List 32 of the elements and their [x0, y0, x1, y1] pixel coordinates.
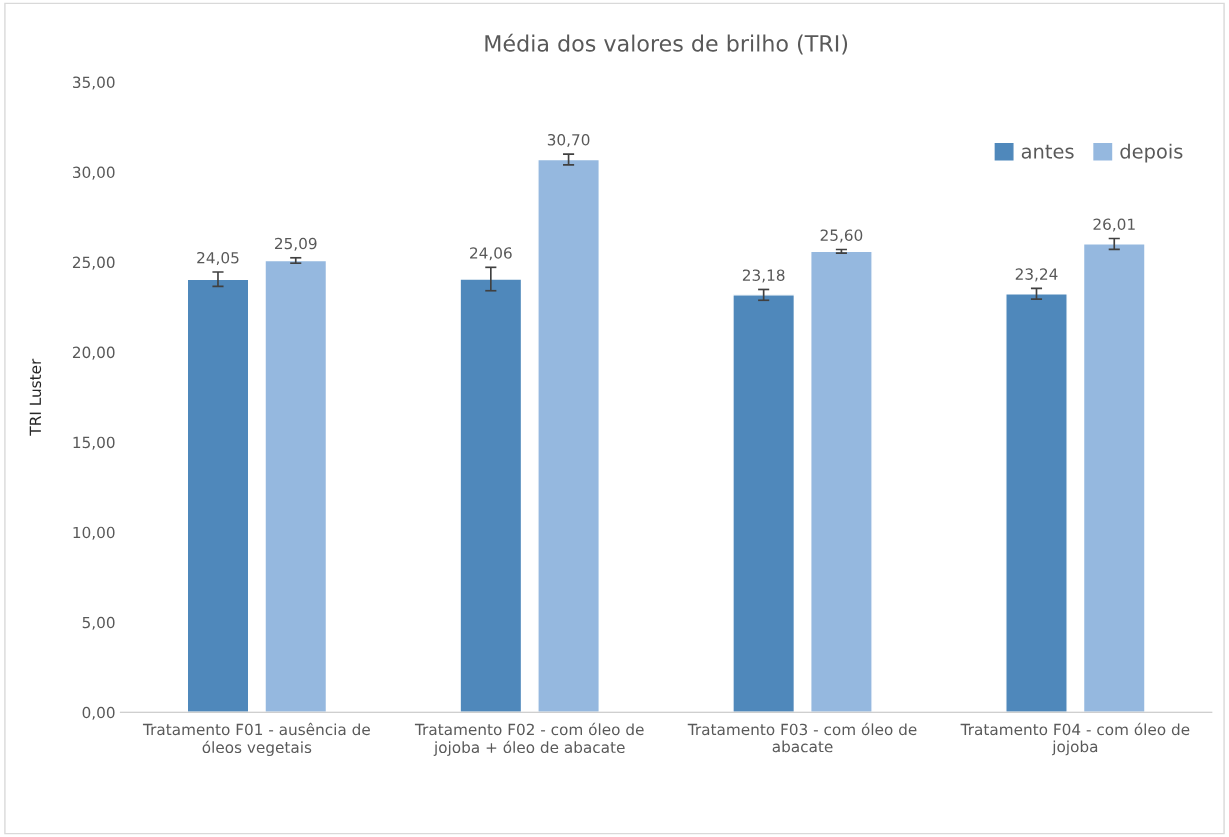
data-label: 23,18 [742, 269, 785, 283]
y-tick-label: 10,00 [73, 526, 115, 540]
bar [537, 158, 600, 713]
legend-label: depois [1120, 143, 1183, 163]
x-tick-label: Tratamento F04 - com óleo de jojoba [960, 722, 1190, 756]
data-label: 25,09 [274, 237, 317, 251]
y-tick-label: 25,00 [72, 256, 115, 270]
y-tick-label: 20,00 [72, 346, 115, 360]
bar [810, 250, 873, 713]
bar [186, 278, 250, 713]
x-tick-label: Tratamento F03 - com óleo de abacate [687, 722, 917, 753]
bar [1005, 293, 1068, 713]
chart-title: Média dos valores de brilho (TRI) [485, 33, 848, 55]
data-label: 30,70 [547, 133, 590, 148]
bar [1082, 243, 1146, 713]
y-tick-label: 0,00 [82, 706, 115, 720]
y-tick-label: 5,00 [82, 616, 115, 630]
bar [264, 259, 328, 713]
x-tick-label: Tratamento F01 - ausência de óleos vegetais [142, 722, 370, 757]
data-label: 26,01 [1093, 218, 1135, 232]
x-tick-label: Tratamento F02 - com óleo de jojoba + óleo de abacate [414, 722, 644, 757]
y-tick-label: 30,00 [73, 166, 115, 180]
data-label: 24,05 [197, 251, 239, 266]
data-label: 23,24 [1015, 268, 1058, 282]
y-tick-label: 15,00 [73, 436, 115, 450]
legend-label: antes [1021, 144, 1074, 159]
y-tick-label: 35,00 [73, 76, 115, 90]
y-axis-title: TRI Luster [29, 358, 42, 436]
data-label: 25,60 [820, 229, 863, 243]
data-label: 24,06 [470, 247, 512, 261]
bar [732, 294, 796, 713]
bar [459, 278, 523, 713]
